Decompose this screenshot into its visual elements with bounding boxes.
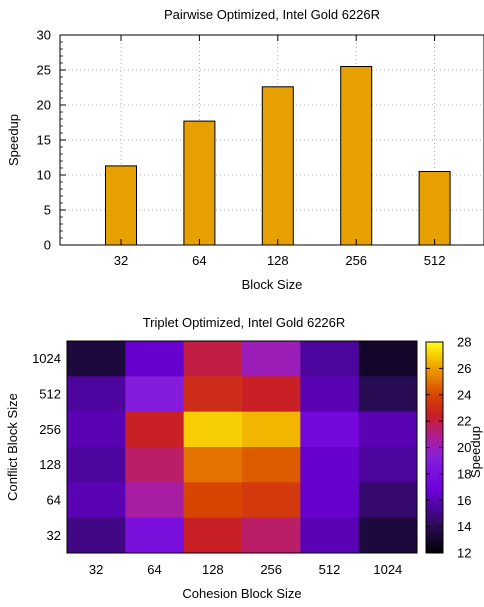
heatmap-cell bbox=[300, 447, 360, 483]
heatmap-cell bbox=[358, 376, 418, 413]
heatmap-cell bbox=[183, 411, 243, 448]
bar-y-axis: 0 5 10 15 20 25 30 bbox=[37, 28, 66, 253]
heatmap-cell bbox=[242, 411, 301, 448]
heatmap-cell bbox=[125, 411, 185, 448]
heatmap-cell bbox=[242, 447, 301, 483]
heatmap-title: Triplet Optimized, Intel Gold 6226R bbox=[143, 315, 346, 330]
bar-128 bbox=[261, 86, 294, 246]
heatmap-y-axis: 1024 512 256 128 64 32 bbox=[32, 351, 61, 543]
heatmap-x-axis-label: Cohesion Block Size bbox=[182, 586, 301, 601]
heatmap-cell bbox=[125, 482, 185, 519]
heatmap-y-tick-label: 1024 bbox=[32, 351, 61, 366]
heatmap-cell bbox=[67, 482, 126, 519]
heatmap-cell bbox=[358, 482, 418, 519]
heatmap-cell bbox=[242, 376, 301, 413]
heatmap-frame bbox=[66, 340, 418, 554]
heatmap-cell bbox=[300, 517, 360, 554]
heatmap-cells bbox=[67, 341, 418, 554]
heatmap-x-tick-label: 64 bbox=[147, 562, 161, 577]
heatmap-y-axis-label: Conflict Block Size bbox=[5, 393, 20, 501]
heatmap-x-tick-label: 256 bbox=[260, 562, 282, 577]
heatmap-cell bbox=[242, 517, 301, 554]
heatmap-cell bbox=[358, 517, 418, 554]
heatmap-cell bbox=[67, 376, 126, 413]
heatmap-cell bbox=[358, 447, 418, 483]
bar-chart-title: Pairwise Optimized, Intel Gold 6226R bbox=[164, 7, 380, 22]
bar-x-tick-label: 64 bbox=[192, 253, 206, 268]
heatmap-cell bbox=[300, 482, 360, 519]
heatmap-cell bbox=[183, 517, 243, 554]
heatmap-cell bbox=[125, 341, 185, 377]
colorbar: 12 14 16 18 20 22 24 26 28 Speedup bbox=[425, 335, 483, 561]
heatmap-cell bbox=[300, 411, 360, 448]
bar-y-tick-label: 15 bbox=[37, 133, 51, 148]
bar-y-tick-label: 30 bbox=[37, 28, 51, 43]
bar-y-tick-label: 20 bbox=[37, 98, 51, 113]
bar-x-tick-label: 32 bbox=[114, 253, 128, 268]
bar-marks bbox=[105, 66, 451, 246]
heatmap-cell bbox=[300, 376, 360, 413]
colorbar-tick-label: 28 bbox=[457, 335, 471, 350]
bar-y-axis-label: Speedup bbox=[6, 114, 21, 166]
heatmap-cell bbox=[183, 376, 243, 413]
bar-y-tick-label: 25 bbox=[37, 63, 51, 78]
bar-256 bbox=[340, 66, 373, 246]
heatmap-x-tick-label: 1024 bbox=[373, 562, 402, 577]
colorbar-tick-label: 18 bbox=[457, 466, 471, 481]
heatmap-x-axis: 32 64 128 256 512 1024 bbox=[89, 562, 402, 577]
colorbar-tick-label: 16 bbox=[457, 493, 471, 508]
heatmap-cell bbox=[300, 341, 360, 377]
heatmap-cell bbox=[67, 411, 126, 448]
heatmap-y-tick-label: 128 bbox=[39, 457, 61, 472]
heatmap-y-tick-label: 256 bbox=[39, 422, 61, 437]
heatmap-chart: Triplet Optimized, Intel Gold 6226R 1024… bbox=[5, 315, 483, 601]
bar-64 bbox=[183, 120, 216, 246]
colorbar-tick-label: 24 bbox=[457, 387, 471, 402]
colorbar-label: Speedup bbox=[468, 426, 483, 478]
colorbar-tick-label: 26 bbox=[457, 361, 471, 376]
bar-x-tick-label: 256 bbox=[345, 253, 367, 268]
colorbar-ticks: 12 14 16 18 20 22 24 26 28 bbox=[426, 335, 471, 561]
heatmap-cell bbox=[67, 517, 126, 554]
heatmap-cell bbox=[358, 341, 418, 377]
bar-y-tick-label: 5 bbox=[44, 203, 51, 218]
heatmap-cell bbox=[125, 447, 185, 483]
heatmap-y-tick-label: 64 bbox=[47, 493, 61, 508]
colorbar-tick-label: 20 bbox=[457, 440, 471, 455]
heatmap-y-tick-label: 512 bbox=[39, 387, 61, 402]
heatmap-cell bbox=[67, 447, 126, 483]
heatmap-cell bbox=[183, 482, 243, 519]
bar-x-tick-label: 128 bbox=[267, 253, 289, 268]
heatmap-x-tick-label: 32 bbox=[89, 562, 103, 577]
heatmap-cell bbox=[183, 341, 243, 377]
heatmap-cell bbox=[67, 341, 126, 377]
heatmap-cell bbox=[242, 482, 301, 519]
colorbar-tick-label: 14 bbox=[457, 519, 471, 534]
heatmap-x-tick-label: 128 bbox=[202, 562, 224, 577]
bar-x-tick-label: 512 bbox=[424, 253, 446, 268]
bar-y-tick-label: 0 bbox=[44, 238, 51, 253]
bar-y-tick-label: 10 bbox=[37, 168, 51, 183]
bar-32 bbox=[105, 165, 137, 246]
heatmap-cell bbox=[183, 447, 243, 483]
bar-512 bbox=[418, 171, 451, 246]
heatmap-cell bbox=[125, 376, 185, 413]
heatmap-y-tick-label: 32 bbox=[47, 528, 61, 543]
heatmap-cell bbox=[242, 341, 301, 377]
colorbar-tick-label: 22 bbox=[457, 414, 471, 429]
heatmap-cell bbox=[358, 411, 418, 448]
bar-x-axis-label: Block Size bbox=[242, 277, 303, 292]
bar-chart: Pairwise Optimized, Intel Gold 6226R 051… bbox=[6, 7, 484, 292]
colorbar-tick-label: 12 bbox=[457, 546, 471, 561]
heatmap-cell bbox=[125, 517, 185, 554]
heatmap-x-tick-label: 512 bbox=[319, 562, 341, 577]
